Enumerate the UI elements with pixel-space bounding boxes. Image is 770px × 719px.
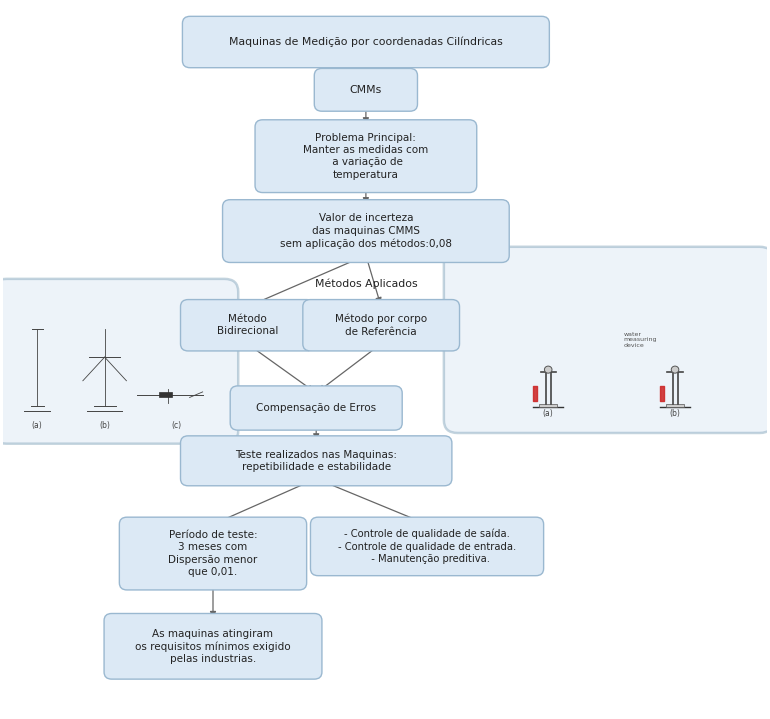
- FancyBboxPatch shape: [104, 613, 322, 679]
- Text: CMMs: CMMs: [350, 85, 382, 95]
- FancyBboxPatch shape: [444, 247, 770, 433]
- FancyBboxPatch shape: [119, 517, 306, 590]
- FancyBboxPatch shape: [255, 120, 477, 193]
- Text: Maquinas de Medição por coordenadas Cilíndricas: Maquinas de Medição por coordenadas Cilí…: [229, 37, 503, 47]
- Text: Métodos Aplicados: Métodos Aplicados: [315, 279, 417, 289]
- Text: (a): (a): [543, 409, 554, 418]
- FancyBboxPatch shape: [223, 200, 509, 262]
- FancyBboxPatch shape: [230, 386, 402, 430]
- FancyBboxPatch shape: [539, 404, 557, 407]
- FancyBboxPatch shape: [0, 279, 238, 444]
- Text: Período de teste:
3 meses com
Dispersão menor
que 0,01.: Período de teste: 3 meses com Dispersão …: [169, 530, 258, 577]
- Text: water
measuring
device: water measuring device: [624, 331, 658, 348]
- Circle shape: [544, 366, 552, 373]
- FancyBboxPatch shape: [180, 436, 452, 486]
- Text: Teste realizados nas Maquinas:
repetibilidade e estabilidade: Teste realizados nas Maquinas: repetibil…: [235, 449, 397, 472]
- FancyBboxPatch shape: [182, 17, 549, 68]
- Text: Método
Bidirecional: Método Bidirecional: [216, 314, 278, 336]
- FancyBboxPatch shape: [310, 517, 544, 576]
- FancyBboxPatch shape: [180, 300, 314, 351]
- Text: Compensação de Erros: Compensação de Erros: [256, 403, 377, 413]
- Text: (c): (c): [172, 421, 182, 430]
- Text: (b): (b): [99, 421, 110, 430]
- FancyBboxPatch shape: [314, 68, 417, 111]
- Text: Problema Principal:
Manter as medidas com
 a variação de
temperatura: Problema Principal: Manter as medidas co…: [303, 132, 429, 180]
- Text: As maquinas atingiram
os requisitos mínimos exigido
pelas industrias.: As maquinas atingiram os requisitos míni…: [136, 628, 291, 664]
- FancyBboxPatch shape: [303, 300, 460, 351]
- Text: Valor de incerteza
das maquinas CMMS
sem aplicação dos métodos:0,08: Valor de incerteza das maquinas CMMS sem…: [280, 214, 452, 249]
- FancyBboxPatch shape: [159, 392, 172, 398]
- FancyBboxPatch shape: [666, 404, 685, 407]
- Text: Método por corpo
de Referência: Método por corpo de Referência: [335, 313, 427, 336]
- Text: (a): (a): [32, 421, 42, 430]
- Text: (b): (b): [670, 409, 681, 418]
- Circle shape: [671, 366, 679, 373]
- Text: - Controle de qualidade de saída.
- Controle de qualidade de entrada.
  - Manute: - Controle de qualidade de saída. - Cont…: [338, 528, 516, 564]
